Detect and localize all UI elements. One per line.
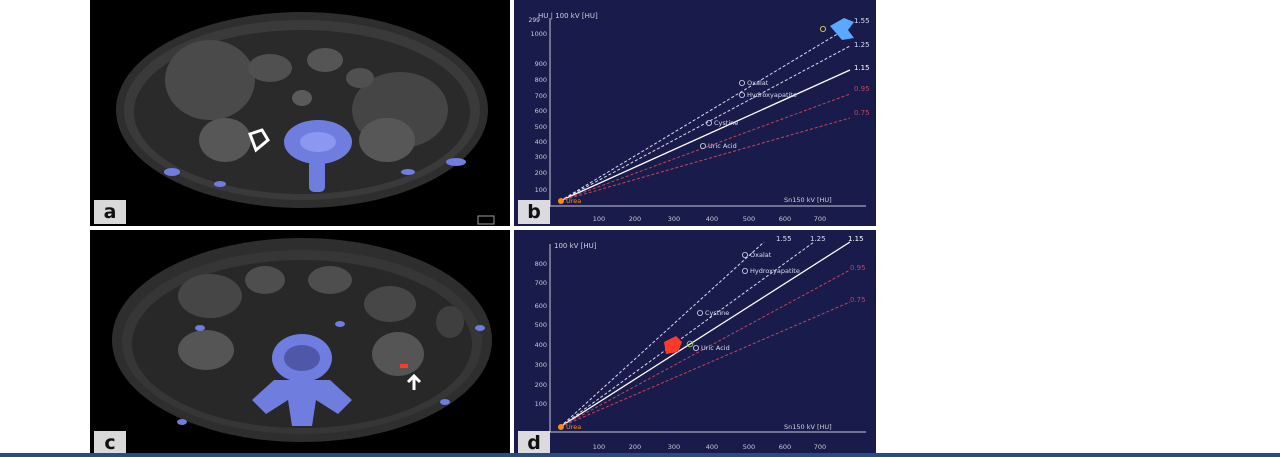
oxalat-marker-d	[741, 251, 748, 258]
plot-b-y-tick: 900	[535, 60, 547, 68]
horizontal-separator	[90, 226, 876, 230]
plot-d-x-tick: 500	[743, 443, 755, 451]
ratio-label-1.25: 1.25	[854, 41, 870, 49]
plot-b-y-tick: 200	[535, 169, 547, 177]
plot-b-x-axis-title: Sn150 kV [HU]	[784, 196, 832, 204]
stone-highlight-red	[664, 336, 682, 354]
arrow-icon	[406, 373, 422, 390]
plot-d-x-tick: 700	[814, 443, 826, 451]
panel-a-label: a	[94, 200, 126, 224]
ct-scan-c-graphic	[112, 238, 492, 442]
plot-b-markers: Urea Uric Acid Cystine Hydroxyapatite Ox…	[558, 18, 854, 205]
plot-d-y-tick: 800	[535, 260, 547, 268]
oxalat-label-b: Oxalat	[747, 79, 769, 87]
plot-d-y-tick: 700	[535, 279, 547, 287]
plot-d-markers: Urea Uric Acid Cystine Hydroxyapatite Ox…	[558, 251, 800, 431]
plot-d-y-tick: 200	[535, 381, 547, 389]
plot-b-x-tick: 700	[814, 215, 826, 223]
ratio-label-0.75: 0.75	[854, 109, 870, 117]
stone-highlight-blue	[830, 18, 854, 40]
plot-d-x-tick: 300	[668, 443, 680, 451]
panel-d-plot: 1.55 1.25 1.15 0.95 0.75 100 kV [HU] 100…	[514, 230, 876, 457]
plot-d-x-axis-title: Sn150 kV [HU]	[784, 423, 832, 431]
plot-b-y-tick: 100	[535, 186, 547, 194]
panel-c-ct-image: c	[90, 230, 510, 457]
plot-d-y-tick: 600	[535, 302, 547, 310]
ratio-lines-d	[559, 241, 851, 428]
plot-b-y-tick: 700	[535, 92, 547, 100]
hydroxyapatite-marker-d	[741, 268, 748, 275]
ratio-label-0.95-d: 0.95	[850, 264, 866, 272]
plot-b-x-tick: 600	[779, 215, 791, 223]
plot-d-y-tick: 300	[535, 361, 547, 369]
hydroxyapatite-marker-b	[738, 92, 745, 99]
plot-b-y-tick: 400	[535, 138, 547, 146]
uric-acid-label-b: Uric Acid	[708, 142, 737, 150]
ratio-label-0.95: 0.95	[854, 85, 870, 93]
plot-b-y-top-label: 299	[529, 17, 541, 24]
plot-b-x-tick: 200	[629, 215, 641, 223]
ratio-label-1.15: 1.15	[854, 64, 870, 72]
oxalat-label-d: Oxalat	[750, 251, 772, 259]
dect-plot-b: 1.55 1.25 1.15 0.95 0.75 HU | 100 kV [HU…	[529, 12, 870, 223]
panel-b-label: b	[518, 200, 550, 224]
ratio-label-1.25-d: 1.25	[810, 235, 826, 243]
ratio-label-0.75-d: 0.75	[850, 296, 866, 304]
plot-b-x-tick: 400	[706, 215, 718, 223]
ratio-lines-b	[559, 29, 851, 202]
urea-label-b: Urea	[566, 197, 581, 205]
bottom-rule	[0, 453, 1280, 457]
figure: a 1.55 1.25 1.15 0.95 0.75 HU | 100 kV […	[90, 0, 876, 457]
plot-b-x-tick: 300	[668, 215, 680, 223]
hydroxyapatite-label-b: Hydroxyapatite	[747, 91, 797, 99]
ct-scan-a-graphic	[116, 12, 495, 225]
panel-a-ct-image: a	[90, 0, 510, 226]
plot-d-x-tick: 200	[629, 443, 641, 451]
dect-plot-d: 1.55 1.25 1.15 0.95 0.75 100 kV [HU] 100…	[535, 235, 866, 451]
plot-b-x-tick: 500	[743, 215, 755, 223]
red-stone-marker	[400, 364, 408, 368]
plot-d-y-tick: 100	[535, 400, 547, 408]
cystine-marker-d	[696, 310, 703, 317]
plot-b-y-tick: 800	[535, 76, 547, 84]
plot-d-x-tick: 400	[706, 443, 718, 451]
uric-acid-label-d: Uric Acid	[701, 344, 730, 352]
plot-b-y-tick: 1000	[530, 30, 547, 38]
urea-marker-d	[558, 424, 564, 430]
plot-d-y-tick: 400	[535, 341, 547, 349]
plot-d-y-axis-title: 100 kV [HU]	[554, 242, 597, 250]
cystine-marker-b	[705, 120, 712, 127]
ratio-label-1.55-d: 1.55	[776, 235, 792, 243]
oxalat-marker-b	[738, 80, 745, 87]
plot-b-y-tick: 300	[535, 153, 547, 161]
panel-d-label: d	[518, 431, 550, 455]
uric-acid-marker-d	[692, 345, 699, 352]
plot-d-x-tick: 100	[593, 443, 605, 451]
cystine-label-d: Cystine	[705, 309, 729, 317]
ratio-label-1.15-d: 1.15	[848, 235, 864, 243]
uric-acid-marker-b	[699, 142, 706, 149]
plot-b-x-tick: 100	[593, 215, 605, 223]
ratio-label-1.55: 1.55	[854, 17, 870, 25]
plot-d-x-tick: 600	[779, 443, 791, 451]
plot-b-y-tick: 500	[535, 123, 547, 131]
plot-b-y-axis-title: HU | 100 kV [HU]	[538, 12, 598, 20]
plot-d-y-tick: 500	[535, 321, 547, 329]
hydroxyapatite-label-d: Hydroxyapatite	[750, 267, 800, 275]
urea-label-d: Urea	[566, 423, 581, 431]
urea-marker-b	[558, 198, 564, 204]
cystine-label-b: Cystine	[714, 119, 738, 127]
plot-b-y-tick: 600	[535, 107, 547, 115]
panel-c-label: c	[94, 431, 126, 455]
panel-b-plot: 1.55 1.25 1.15 0.95 0.75 HU | 100 kV [HU…	[514, 0, 876, 226]
